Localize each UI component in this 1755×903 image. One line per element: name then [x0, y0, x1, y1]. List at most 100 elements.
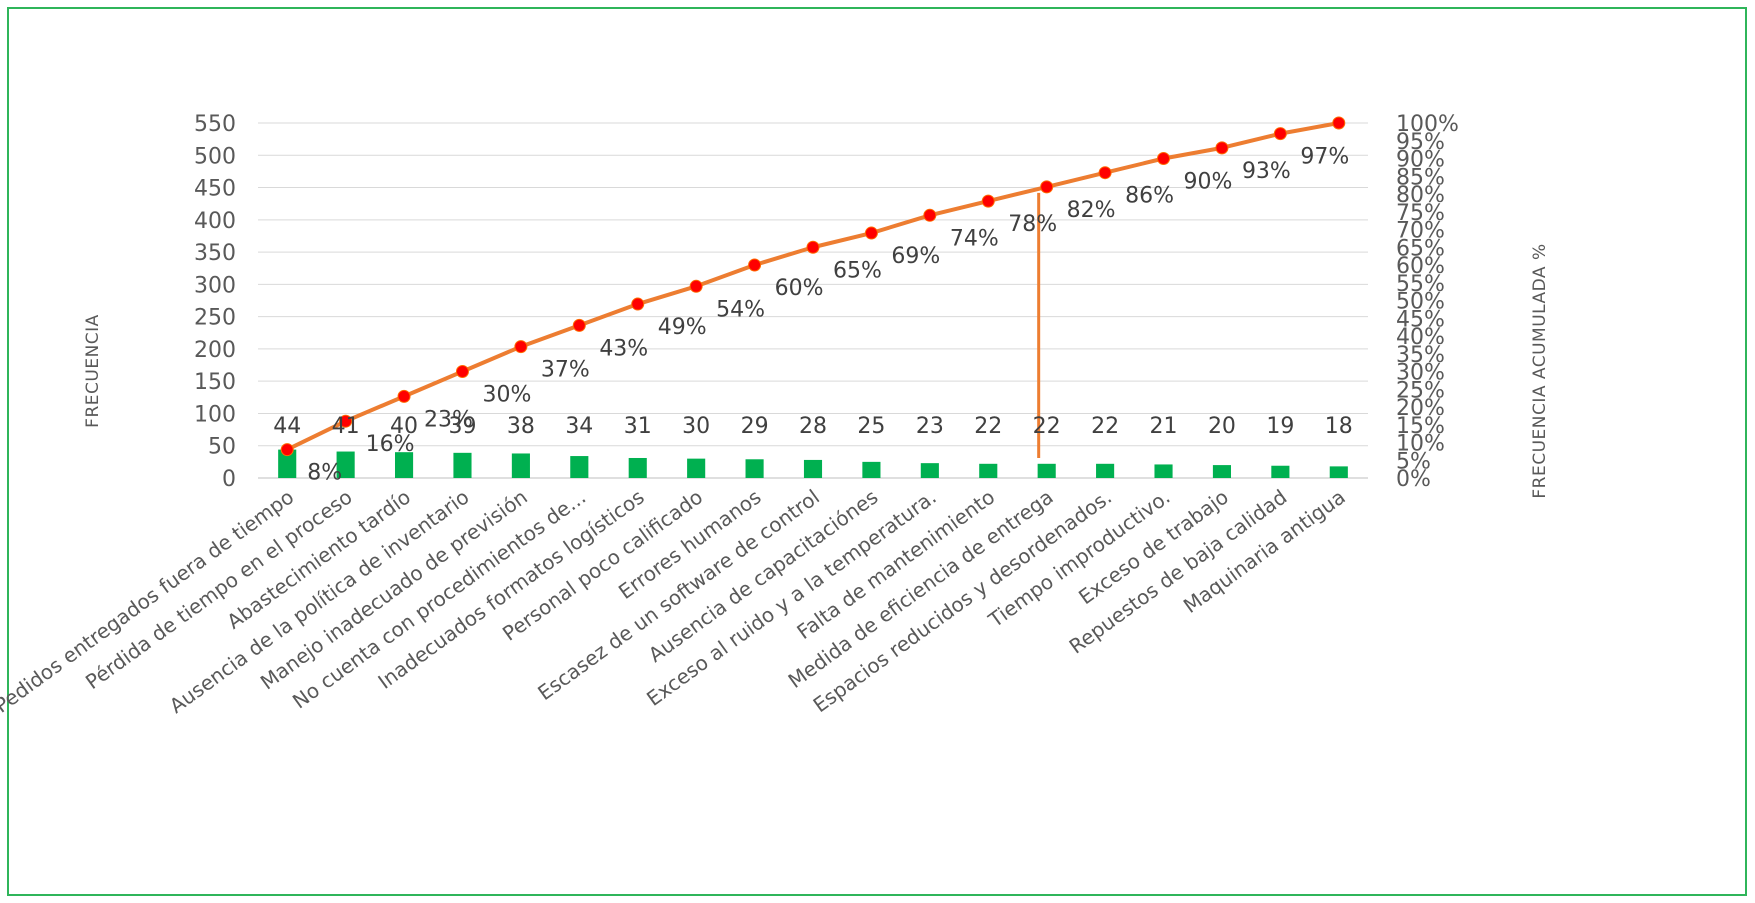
line-marker	[514, 340, 528, 354]
bar-value-label: 18	[1325, 414, 1353, 439]
line-marker	[1215, 141, 1229, 155]
y-tick-label: 0	[222, 467, 236, 492]
y-axis-title: FRECUENCIA	[83, 314, 103, 428]
y-tick-label: 50	[208, 435, 236, 460]
y2-tick-label: 85%	[1396, 165, 1445, 190]
y2-tick-label: 20%	[1396, 396, 1445, 421]
cumulative-percent-label: 49%	[658, 315, 707, 340]
y2-axis-title: FRECUENCIA ACUMULADA %	[1530, 243, 1550, 498]
bar	[1037, 463, 1056, 478]
line-marker	[631, 297, 645, 311]
bar	[1212, 465, 1232, 478]
y2-tick-label: 95%	[1396, 130, 1445, 155]
y2-tick-label: 60%	[1396, 254, 1445, 279]
bar-value-label: 44	[273, 414, 301, 439]
y2-tick-label: 5%	[1396, 449, 1431, 474]
bar-value-label: 21	[1150, 414, 1178, 439]
line-marker	[923, 208, 937, 222]
bar	[1271, 465, 1290, 478]
cumulative-percent-label: 90%	[1184, 170, 1233, 195]
line-marker	[1332, 116, 1346, 130]
bar	[1154, 464, 1173, 478]
bar	[979, 463, 998, 478]
y2-tick-label: 65%	[1396, 236, 1445, 261]
y-tick-label: 250	[194, 306, 236, 331]
line-marker	[689, 279, 703, 293]
cumulative-line-series	[280, 116, 1346, 457]
cumulative-percent-label: 78%	[1008, 212, 1057, 237]
cumulative-percent-label: 69%	[891, 244, 940, 269]
y2-tick-label: 90%	[1396, 148, 1445, 173]
bar-value-label: 20	[1208, 414, 1236, 439]
line-marker	[397, 389, 411, 403]
line-marker	[280, 443, 294, 457]
bar-value-label: 25	[857, 414, 885, 439]
line-marker	[981, 194, 995, 208]
bar-value-label: 30	[682, 414, 710, 439]
cumulative-percent-label: 23%	[424, 407, 473, 432]
cumulative-percent-label: 8%	[307, 461, 342, 486]
bar-value-label: 19	[1266, 414, 1294, 439]
line-marker	[748, 258, 762, 272]
y-tick-label: 150	[194, 370, 236, 395]
bar	[1329, 466, 1348, 478]
y2-tick-label: 55%	[1396, 272, 1445, 297]
bar	[453, 452, 472, 478]
cumulative-percent-label: 86%	[1125, 184, 1174, 209]
bar	[803, 459, 823, 478]
bar-value-label: 22	[1091, 414, 1119, 439]
secondary-axis-ticks: 0%5%10%15%20%25%30%35%40%45%50%55%60%65%…	[1396, 112, 1459, 492]
y2-tick-label: 50%	[1396, 290, 1445, 315]
y2-tick-label: 15%	[1396, 414, 1445, 439]
bar-value-label: 34	[565, 414, 593, 439]
bar-value-label: 29	[741, 414, 769, 439]
cumulative-percent-label: 60%	[775, 276, 824, 301]
primary-axis-ticks: 0 50 100 150 200 250 300 350 400 450 500 550	[194, 112, 236, 492]
bar-value-label: 28	[799, 414, 827, 439]
line-marker	[572, 318, 586, 332]
line-marker	[864, 226, 878, 240]
bar-series	[278, 449, 1348, 478]
y-tick-label: 450	[194, 177, 236, 202]
y2-tick-label: 80%	[1396, 183, 1445, 208]
cumulative-percent-label: 16%	[366, 432, 415, 457]
line-marker	[1157, 152, 1171, 165]
cumulative-percent-label: 97%	[1300, 145, 1349, 170]
bar-value-label: 31	[624, 414, 652, 439]
cumulative-percent-label: 54%	[716, 297, 765, 322]
line-marker	[455, 365, 469, 378]
line-marker	[1040, 180, 1054, 194]
cumulative-percent-label: 30%	[482, 383, 531, 408]
bar	[278, 449, 297, 478]
bar	[394, 452, 414, 478]
y-tick-label: 500	[194, 144, 236, 169]
y2-tick-label: 100%	[1396, 112, 1459, 137]
cumulative-percent-label: 82%	[1067, 198, 1116, 223]
cumulative-percent-label: 93%	[1242, 159, 1291, 184]
bar	[920, 463, 939, 478]
bar-value-label: 41	[332, 414, 360, 439]
bar-data-labels: 44 41 40 39 38 34 31 30 29 28 25 23 22 22 22 21 20 19 18	[273, 414, 1353, 439]
bar-value-label: 40	[390, 414, 418, 439]
y-tick-label: 350	[194, 241, 236, 266]
bar	[511, 453, 530, 478]
y-tick-label: 200	[194, 338, 236, 363]
bar-value-label: 22	[1033, 414, 1061, 439]
y-tick-label: 550	[194, 112, 236, 137]
cumulative-percent-label: 65%	[833, 258, 882, 283]
y2-tick-label: 75%	[1396, 201, 1445, 226]
y2-tick-label: 30%	[1396, 361, 1445, 386]
bar	[687, 458, 706, 478]
line-marker	[806, 240, 820, 254]
gridlines	[258, 122, 1368, 479]
cumulative-percent-label: 37%	[541, 358, 590, 383]
bar	[570, 456, 589, 478]
bar	[1096, 463, 1115, 478]
cumulative-percent-label: 74%	[950, 226, 999, 251]
line-marker	[1098, 166, 1112, 180]
y2-tick-label: 70%	[1396, 219, 1445, 244]
y2-tick-label: 35%	[1396, 343, 1445, 368]
y2-tick-label: 0%	[1396, 467, 1431, 492]
bar	[336, 451, 355, 478]
